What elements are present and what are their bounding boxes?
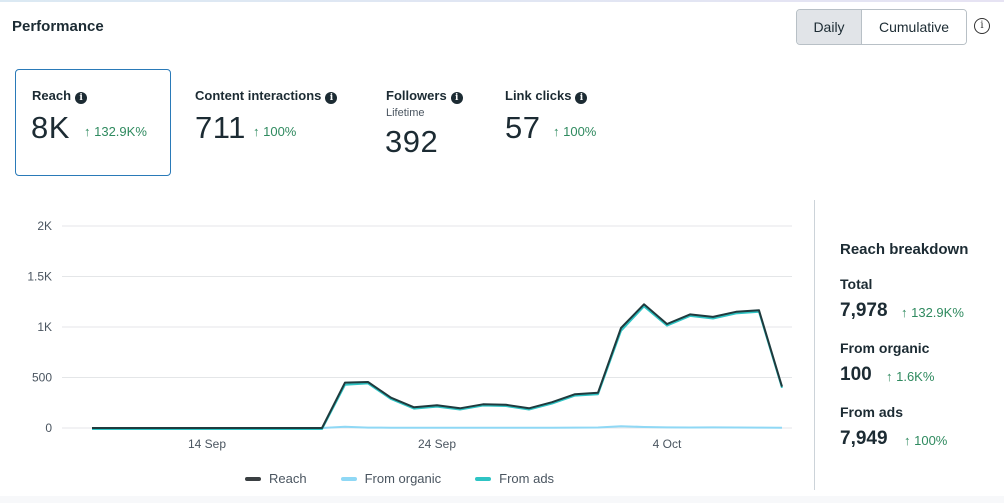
info-filled-icon[interactable]: i bbox=[450, 92, 463, 104]
view-toggle: Daily Cumulative bbox=[796, 9, 967, 45]
legend-swatch-organic bbox=[340, 476, 357, 481]
legend-item-organic[interactable]: From organic bbox=[340, 471, 442, 486]
info-filled-icon[interactable]: i bbox=[75, 92, 88, 104]
legend-item-ads[interactable]: From ads bbox=[475, 471, 554, 486]
series-line-ads bbox=[92, 305, 783, 430]
x-tick-label: 24 Sep bbox=[418, 437, 456, 451]
info-circle-icon[interactable]: i bbox=[974, 18, 990, 34]
y-tick-label: 0 bbox=[45, 421, 52, 435]
breakdown-change-organic: ↑ 1.6K% bbox=[886, 369, 935, 384]
breakdown-change-ads: ↑ 100% bbox=[904, 433, 948, 448]
info-filled-icon[interactable]: i bbox=[575, 92, 588, 104]
chart-legend: Reach From organic From ads bbox=[245, 471, 554, 486]
breakdown-label-total: Total bbox=[840, 276, 873, 292]
metric-value-reach: 8K bbox=[31, 110, 70, 145]
metric-value-followers: 392 bbox=[385, 124, 439, 159]
x-tick-label: 14 Sep bbox=[188, 437, 226, 451]
toggle-daily[interactable]: Daily bbox=[797, 10, 862, 44]
metric-sublabel-followers: Lifetime bbox=[386, 107, 425, 119]
series-line-reach bbox=[92, 303, 783, 429]
metric-change-content-interactions: ↑ 100% bbox=[253, 124, 297, 139]
metric-label-reach: Reach i bbox=[32, 88, 88, 104]
y-tick-label: 500 bbox=[32, 371, 52, 385]
reach-line-chart: 0 500 1K 1.5K 2K 14 Sep 24 Sep 4 Oct bbox=[27, 219, 792, 451]
breakdown-title: Reach breakdown bbox=[840, 241, 969, 258]
legend-item-reach[interactable]: Reach bbox=[245, 471, 307, 486]
breakdown-value-total: 7,978 bbox=[840, 300, 888, 321]
info-filled-icon[interactable]: i bbox=[325, 92, 338, 104]
page-title: Performance bbox=[12, 18, 104, 35]
breakdown-change-total: ↑ 132.9K% bbox=[901, 305, 964, 320]
metric-card-reach[interactable] bbox=[15, 69, 171, 176]
legend-swatch-reach bbox=[245, 476, 261, 481]
metric-change-link-clicks: ↑ 100% bbox=[553, 124, 597, 139]
top-border bbox=[0, 0, 1004, 2]
breakdown-value-organic: 100 bbox=[840, 364, 872, 385]
breakdown-value-ads: 7,949 bbox=[840, 428, 888, 449]
metric-value-content-interactions: 711 bbox=[195, 110, 246, 145]
legend-label: From ads bbox=[499, 471, 555, 486]
legend-label: From organic bbox=[364, 471, 442, 486]
metric-label-text: Reach bbox=[32, 88, 72, 103]
metric-label-text: Content interactions bbox=[195, 88, 322, 103]
y-tick-label: 1K bbox=[37, 320, 52, 334]
panel-divider bbox=[814, 200, 815, 490]
breakdown-label-ads: From ads bbox=[840, 404, 904, 420]
x-tick-label: 4 Oct bbox=[653, 437, 682, 451]
legend-swatch-ads bbox=[475, 476, 492, 481]
metric-label-text: Followers bbox=[386, 88, 447, 103]
metric-label-text: Link clicks bbox=[505, 88, 572, 103]
metric-change-reach: ↑ 132.9K% bbox=[84, 124, 147, 139]
bottom-edge bbox=[0, 496, 1004, 503]
legend-label: Reach bbox=[269, 471, 307, 486]
metric-value-link-clicks: 57 bbox=[505, 110, 541, 145]
y-tick-label: 2K bbox=[37, 219, 52, 233]
y-tick-label: 1.5K bbox=[27, 270, 52, 284]
metric-label-followers: Followers i bbox=[386, 88, 463, 104]
metric-label-link-clicks: Link clicks i bbox=[505, 88, 588, 104]
metric-label-content-interactions: Content interactions i bbox=[195, 88, 338, 104]
breakdown-label-organic: From organic bbox=[840, 340, 930, 356]
toggle-cumulative[interactable]: Cumulative bbox=[862, 10, 966, 44]
